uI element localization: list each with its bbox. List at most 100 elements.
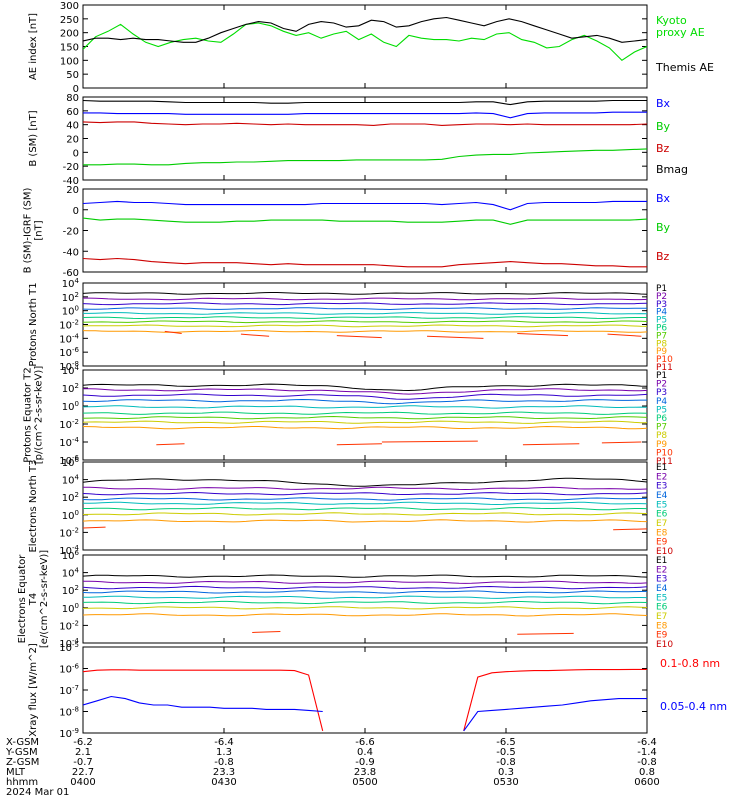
ephemeris-value-y: 1.3 xyxy=(216,747,232,758)
panel-frame xyxy=(82,554,648,644)
legend-e9: E9 xyxy=(656,631,668,641)
ephemeris-value-z: -0.8 xyxy=(496,757,516,768)
legend-e10: E10 xyxy=(656,547,673,557)
y-tick-label: 40 xyxy=(66,121,79,132)
ephemeris-value-hhmm: 0530 xyxy=(493,777,518,788)
y-tick-label: 50 xyxy=(66,70,79,81)
legend-p11: P11 xyxy=(656,363,673,373)
legend-p2: P2 xyxy=(656,380,667,390)
y-tick-label: 106 xyxy=(62,549,80,562)
channel-segment xyxy=(381,440,478,443)
channel-line-p7 xyxy=(83,320,647,324)
channel-segment xyxy=(164,330,182,334)
channel-line-p4 xyxy=(83,398,647,405)
channel-line-p1 xyxy=(83,292,647,295)
channel-line-e1 xyxy=(83,477,647,487)
ephemeris-value-hhmm: 0400 xyxy=(70,777,95,788)
y-axis-label: AE index [nT] xyxy=(28,13,39,80)
y-tick-label: 10-2 xyxy=(59,619,79,632)
legend-bz: Bz xyxy=(656,250,670,263)
ephemeris-value-mlt: 22.7 xyxy=(72,767,94,778)
channel-segment xyxy=(607,333,642,337)
y-tick-label: 100 xyxy=(62,305,79,318)
y-tick-label: 100 xyxy=(60,56,79,67)
channel-line-p6 xyxy=(83,411,647,415)
channel-line-p3 xyxy=(83,393,647,400)
channel-segment xyxy=(522,443,580,446)
ephemeris-value-x: -6.5 xyxy=(496,737,516,748)
panel-frame xyxy=(82,188,648,273)
legend-e10: E10 xyxy=(656,640,673,650)
ephemeris-value-x: -6.6 xyxy=(355,737,375,748)
plot-area xyxy=(83,668,647,732)
legend-p8: P8 xyxy=(656,339,667,349)
y-tick-label: 100 xyxy=(62,400,79,413)
ephemeris-row-label: 2024 Mar 01 xyxy=(6,787,69,798)
y-axis-label: Electrons Equator xyxy=(17,554,28,644)
y-tick-label: 60 xyxy=(66,107,79,118)
ephemeris-value-x: -6.2 xyxy=(73,737,93,748)
y-tick-label: 10-8 xyxy=(59,706,79,719)
channel-line-e2 xyxy=(83,580,647,584)
legend-p6: P6 xyxy=(656,324,667,334)
channel-line-p3 xyxy=(83,302,647,306)
y-tick-label: 104 xyxy=(62,364,80,377)
series-line-by xyxy=(83,217,647,225)
ephemeris-value-y: 0.4 xyxy=(357,747,373,758)
y-tick-label: 10-8 xyxy=(59,360,79,373)
channel-segment xyxy=(83,526,106,529)
plot-area xyxy=(83,477,647,531)
y-tick-label: 0 xyxy=(73,84,79,95)
y-tick-label: 10-5 xyxy=(59,641,79,654)
panel-frame xyxy=(82,461,648,551)
channel-segment xyxy=(427,335,484,339)
channel-line-p2 xyxy=(83,388,647,395)
y-tick-label: 10-6 xyxy=(59,663,79,676)
y-tick-label: -60 xyxy=(63,268,79,279)
legend-e3: E3 xyxy=(656,575,667,585)
y-tick-label: 150 xyxy=(60,43,79,54)
ephemeris-value-mlt: 23.8 xyxy=(354,767,376,778)
ephemeris-value-hhmm: 0430 xyxy=(211,777,236,788)
legend-themis-ae: Themis AE xyxy=(655,61,714,74)
channel-segment xyxy=(252,631,281,633)
plot-area xyxy=(83,574,647,635)
ephemeris-value-mlt: 0.3 xyxy=(498,767,514,778)
channel-line-p2 xyxy=(83,297,647,301)
y-tick-label: 104 xyxy=(62,277,80,290)
channel-line-p9 xyxy=(83,329,647,333)
legend-p4: P4 xyxy=(656,308,667,318)
channel-line-e3 xyxy=(83,585,647,590)
y-tick-label: 10-9 xyxy=(59,727,79,740)
channel-line-p1 xyxy=(83,383,647,392)
legend-p1: P1 xyxy=(656,371,667,381)
series-line-bz xyxy=(83,121,647,126)
legend-p7: P7 xyxy=(656,331,667,341)
legend-p10: P10 xyxy=(656,355,673,365)
y-tick-label: 106 xyxy=(62,456,80,469)
channel-segment xyxy=(156,443,185,446)
channel-segment xyxy=(517,332,569,337)
y-tick-label: 20 xyxy=(66,185,79,196)
panel-6: 106 104 102 100 10-2 10-4 Electrons North T3 E1… xyxy=(28,456,673,557)
legend-e7: E7 xyxy=(656,612,667,622)
panel-1: 300 250 200 150 100 50 0 AE index [nT] xyxy=(28,1,648,95)
series-line-themis-ae xyxy=(83,16,647,43)
y-axis-label: B (SM)-IGRF (SM) xyxy=(23,188,34,274)
y-tick-label: 10-4 xyxy=(59,332,79,345)
legend-p5: P5 xyxy=(656,316,667,326)
series-line-bmag xyxy=(83,99,647,106)
ephemeris-row-label: Y-GSM xyxy=(5,747,38,758)
panel-frame xyxy=(82,646,648,734)
channel-line-e8 xyxy=(83,519,647,523)
panel-2: 80 60 40 20 0 -20 -40 B (SM) [nT] xyxy=(28,93,648,187)
y-tick-label: 80 xyxy=(66,93,79,104)
y-tick-label: 10-4 xyxy=(59,637,79,650)
y-tick-label: -40 xyxy=(63,176,79,187)
panel-5: 104 102 100 10-2 10-4 10-6 Protons Equator T2[… xyxy=(23,364,674,467)
channel-line-p7 xyxy=(83,415,647,420)
legend-bz: Bz xyxy=(656,142,670,155)
legend-p4: P4 xyxy=(656,397,667,407)
y-tick-label: 104 xyxy=(62,567,80,580)
channel-line-e7 xyxy=(83,606,647,610)
